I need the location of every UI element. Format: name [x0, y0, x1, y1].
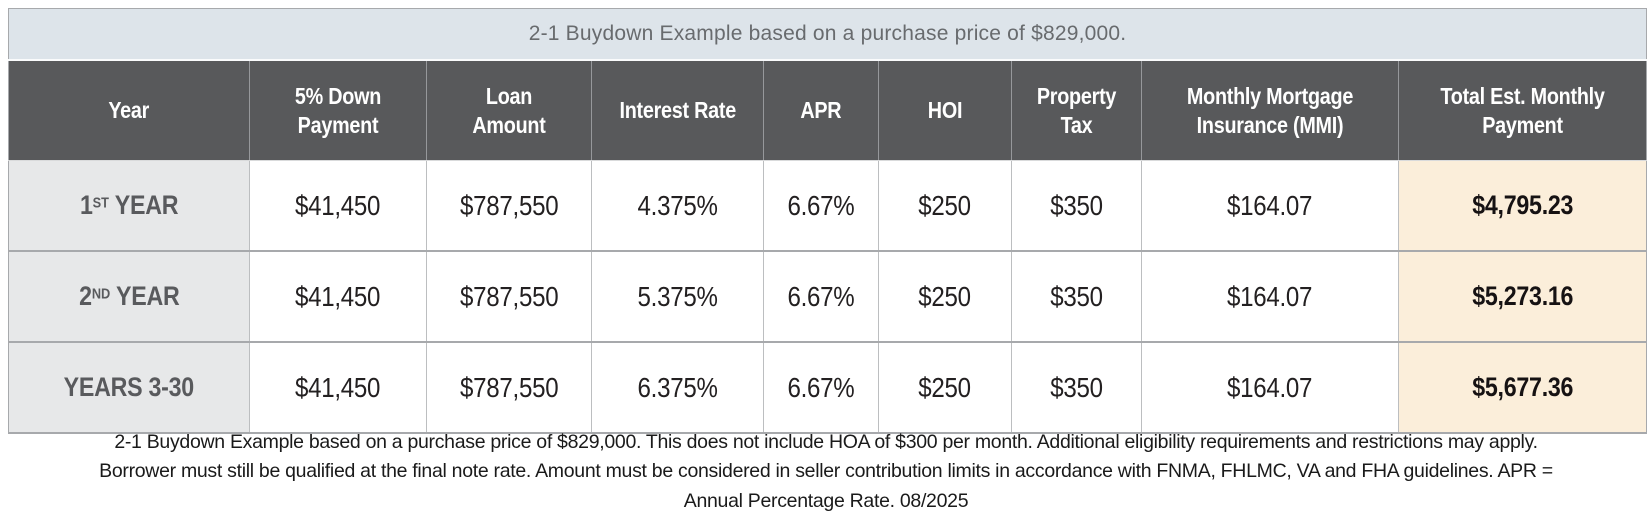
- col-header-loan-amount: Loan Amount: [426, 60, 592, 161]
- table-title: 2-1 Buydown Example based on a purchase …: [8, 8, 1647, 61]
- cell-text: $350: [1050, 280, 1103, 312]
- ordinal-suffix: ST: [92, 195, 109, 212]
- cell-text: $5,273.16: [1472, 281, 1574, 311]
- buydown-table: 2-1 Buydown Example based on a purchase …: [8, 8, 1648, 434]
- cell-text: $164.07: [1227, 371, 1313, 403]
- table-row-years-3-30: YEARS 3-30 $41,450 $787,550 6.375% 6.67%…: [8, 341, 1647, 433]
- cell-apr: 6.67%: [763, 341, 879, 433]
- cell-down-payment: $41,450: [249, 341, 427, 433]
- table-title-text: 2-1 Buydown Example based on a purchase …: [528, 22, 1127, 45]
- row-label-text: 2ND YEAR: [78, 281, 180, 311]
- cell-text: $350: [1050, 189, 1103, 221]
- cell-total-payment: $5,273.16: [1397, 250, 1647, 342]
- cell-interest-rate: 6.375%: [591, 341, 764, 433]
- header-label: Monthly Mortgage Insurance (MMI): [1186, 83, 1354, 138]
- cell-interest-rate: 5.375%: [591, 250, 764, 342]
- header-label: HOI: [927, 97, 963, 124]
- cell-total-payment: $4,795.23: [1397, 160, 1647, 251]
- col-header-hoi: HOI: [878, 60, 1012, 161]
- cell-text: $250: [918, 280, 972, 312]
- cell-text: $787,550: [459, 189, 559, 221]
- table-header-row: Year 5% Down Payment Loan Amount Interes…: [8, 60, 1647, 161]
- cell-text: $164.07: [1227, 280, 1313, 312]
- cell-text: 6.67%: [787, 280, 855, 312]
- cell-text: $164.07: [1227, 189, 1313, 221]
- cell-loan-amount: $787,550: [426, 341, 592, 433]
- cell-mmi: $164.07: [1141, 160, 1399, 251]
- cell-hoi: $250: [878, 250, 1012, 342]
- cell-mmi: $164.07: [1141, 250, 1399, 342]
- col-header-mmi: Monthly Mortgage Insurance (MMI): [1141, 60, 1399, 161]
- cell-apr: 6.67%: [763, 250, 879, 342]
- cell-text: 4.375%: [637, 189, 718, 221]
- row-label-text: 1ST YEAR: [79, 190, 179, 220]
- col-header-down-payment: 5% Down Payment: [249, 60, 427, 161]
- header-label: Property Tax: [1036, 83, 1117, 138]
- table-title-row: 2-1 Buydown Example based on a purchase …: [8, 8, 1647, 61]
- cell-text: $5,677.36: [1472, 372, 1574, 402]
- cell-hoi: $250: [878, 341, 1012, 433]
- cell-text: $787,550: [459, 280, 559, 312]
- col-header-year: Year: [8, 60, 250, 161]
- cell-interest-rate: 4.375%: [591, 160, 764, 251]
- row-label-year-2: 2ND YEAR: [8, 250, 250, 342]
- header-label: Interest Rate: [619, 97, 736, 124]
- header-label: Loan Amount: [472, 83, 546, 138]
- cell-mmi: $164.07: [1141, 341, 1399, 433]
- cell-text: 5.375%: [637, 280, 718, 312]
- cell-loan-amount: $787,550: [426, 250, 592, 342]
- col-header-apr: APR: [763, 60, 879, 161]
- header-label: 5% Down Payment: [294, 83, 382, 138]
- cell-text: 6.67%: [787, 371, 855, 403]
- col-header-property-tax: Property Tax: [1011, 60, 1142, 161]
- cell-property-tax: $350: [1011, 160, 1142, 251]
- cell-down-payment: $41,450: [249, 160, 427, 251]
- cell-text: $41,450: [295, 189, 381, 221]
- cell-apr: 6.67%: [763, 160, 879, 251]
- row-label-text: YEARS 3-30: [63, 372, 195, 402]
- header-label: APR: [800, 97, 842, 124]
- cell-text: $250: [918, 371, 972, 403]
- header-label: Total Est. Monthly Payment: [1440, 83, 1605, 138]
- cell-text: $4,795.23: [1472, 190, 1574, 220]
- cell-text: $350: [1050, 371, 1103, 403]
- cell-property-tax: $350: [1011, 341, 1142, 433]
- cell-hoi: $250: [878, 160, 1012, 251]
- col-header-interest-rate: Interest Rate: [591, 60, 764, 161]
- row-label-year-1: 1ST YEAR: [8, 160, 250, 251]
- cell-property-tax: $350: [1011, 250, 1142, 342]
- disclaimer-text: 2-1 Buydown Example based on a purchase …: [99, 431, 1553, 512]
- row-label-years-3-30: YEARS 3-30: [8, 341, 250, 433]
- cell-text: 6.67%: [787, 189, 855, 221]
- table-row-year-1: 1ST YEAR $41,450 $787,550 4.375% 6.67% $…: [8, 160, 1647, 251]
- cell-text: $41,450: [295, 371, 381, 403]
- cell-down-payment: $41,450: [249, 250, 427, 342]
- ordinal-suffix: ND: [91, 286, 110, 303]
- cell-text: $787,550: [459, 371, 559, 403]
- cell-loan-amount: $787,550: [426, 160, 592, 251]
- cell-total-payment: $5,677.36: [1397, 341, 1647, 433]
- cell-text: 6.375%: [637, 371, 718, 403]
- cell-text: $250: [918, 189, 972, 221]
- cell-text: $41,450: [295, 280, 381, 312]
- header-label: Year: [108, 97, 150, 124]
- table-row-year-2: 2ND YEAR $41,450 $787,550 5.375% 6.67% $…: [8, 250, 1647, 342]
- col-header-total-payment: Total Est. Monthly Payment: [1397, 60, 1647, 161]
